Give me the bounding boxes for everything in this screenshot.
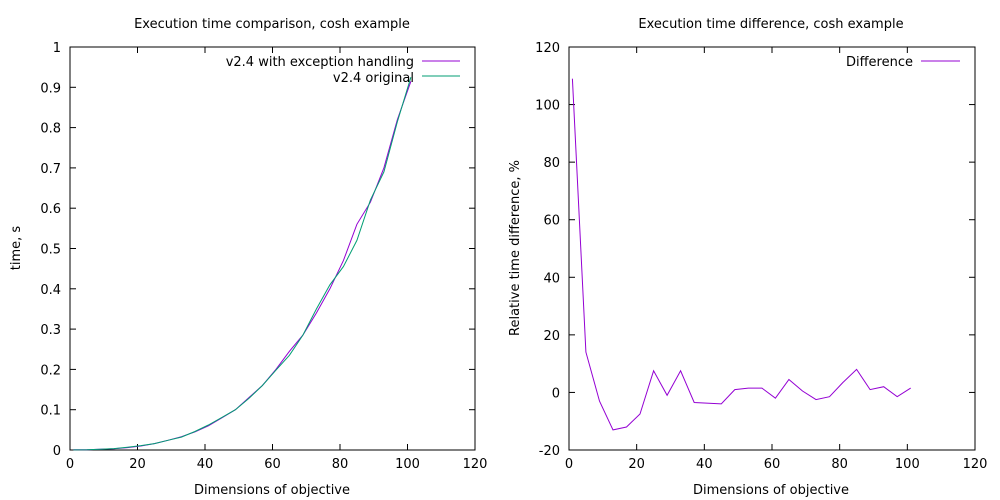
time-comparison-chart: Execution time comparison, cosh example … bbox=[9, 17, 487, 498]
y-tick-label: 80 bbox=[543, 156, 560, 171]
series-line-1-0 bbox=[571, 78, 911, 431]
y-tick-label: 0.1 bbox=[40, 404, 61, 419]
y-tick-label: 0.9 bbox=[40, 81, 61, 96]
y-tick-label: 0.2 bbox=[40, 363, 61, 378]
time-difference-chart: Execution time difference, cosh example … bbox=[508, 17, 987, 498]
time-difference-ylabel: Relative time difference, % bbox=[508, 160, 523, 336]
x-tick-label: 60 bbox=[764, 457, 781, 472]
x-tick-label: 80 bbox=[332, 457, 349, 472]
y-tick-label: 0.5 bbox=[40, 243, 61, 258]
x-tick-label: 0 bbox=[565, 457, 573, 472]
y-tick-label: 20 bbox=[543, 329, 560, 344]
series-line-0-1 bbox=[73, 77, 412, 451]
time-difference-title: Execution time difference, cosh example bbox=[638, 17, 903, 32]
x-tick-label: 20 bbox=[628, 457, 645, 472]
y-tick-label: 1 bbox=[53, 41, 61, 56]
y-tick-label: 40 bbox=[543, 271, 560, 286]
y-tick-label: 0.4 bbox=[40, 283, 61, 298]
x-tick-label: 80 bbox=[831, 457, 848, 472]
series-line-0-0 bbox=[73, 81, 412, 451]
y-tick-label: 100 bbox=[535, 99, 560, 114]
y-tick-label: 0.6 bbox=[40, 202, 61, 217]
x-tick-label: 100 bbox=[395, 457, 420, 472]
time-difference-legend: Difference bbox=[846, 55, 960, 70]
x-tick-label: 40 bbox=[696, 457, 713, 472]
x-tick-label: 0 bbox=[66, 457, 74, 472]
time-difference-xlabel: Dimensions of objective bbox=[693, 483, 849, 498]
time-comparison-legend: v2.4 with exception handling v2.4 origin… bbox=[226, 55, 460, 86]
time-comparison-ticks: 0 20 40 60 80 100 120 0 0.1 0.2 0.3 0.4 0.5 0.6 0.7 0.8… bbox=[40, 41, 487, 472]
time-comparison-ylabel: time, s bbox=[9, 226, 24, 271]
y-tick-label: 120 bbox=[535, 41, 560, 56]
x-tick-label: 60 bbox=[264, 457, 281, 472]
legend-label-exception-handling: v2.4 with exception handling bbox=[226, 55, 414, 70]
x-tick-label: 100 bbox=[895, 457, 920, 472]
time-comparison-xlabel: Dimensions of objective bbox=[194, 483, 350, 498]
y-tick-label: -20 bbox=[539, 444, 560, 459]
x-tick-label: 120 bbox=[463, 457, 488, 472]
y-tick-label: 60 bbox=[543, 214, 560, 229]
legend-label-difference: Difference bbox=[846, 55, 913, 70]
y-tick-label: 0 bbox=[552, 386, 560, 401]
y-tick-label: 0.8 bbox=[40, 122, 61, 137]
x-tick-label: 120 bbox=[963, 457, 988, 472]
y-tick-label: 0 bbox=[53, 444, 61, 459]
x-tick-label: 40 bbox=[197, 457, 214, 472]
y-tick-label: 0.7 bbox=[40, 162, 61, 177]
y-tick-label: 0.3 bbox=[40, 323, 61, 338]
time-difference-plot-frame bbox=[568, 46, 976, 451]
x-tick-label: 20 bbox=[129, 457, 146, 472]
time-comparison-plot-frame bbox=[69, 46, 476, 451]
time-difference-ticks: 0 20 40 60 80 100 120 -20 0 20 40 60 80 100 120 bbox=[535, 41, 987, 472]
time-difference-series bbox=[571, 78, 911, 431]
legend-label-original: v2.4 original bbox=[333, 71, 414, 86]
time-comparison-title: Execution time comparison, cosh example bbox=[134, 17, 410, 32]
time-comparison-series bbox=[73, 77, 412, 451]
